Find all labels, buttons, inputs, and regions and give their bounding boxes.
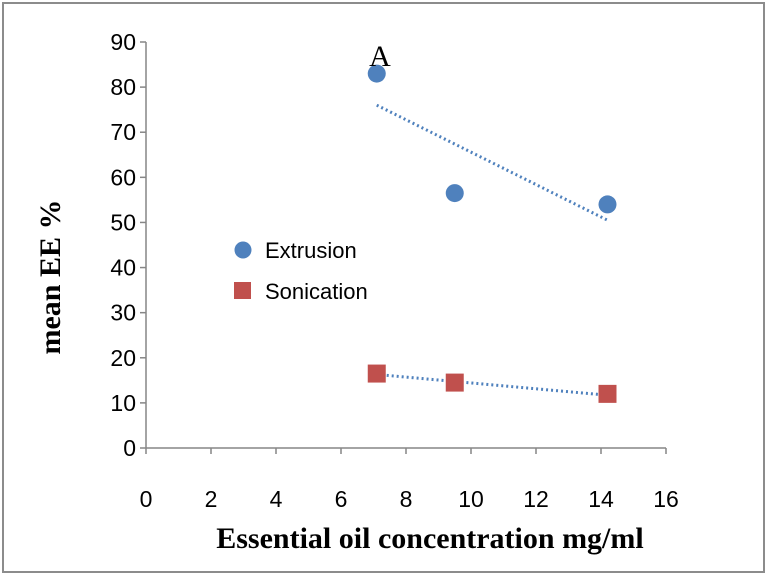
x-tick-label: 4 xyxy=(270,486,283,512)
y-axis-title: mean EE % xyxy=(34,199,67,354)
legend-marker-extrusion xyxy=(234,241,252,259)
y-tick-label: 0 xyxy=(123,435,136,461)
trendline-sonication xyxy=(376,372,608,397)
x-tick-label: 14 xyxy=(588,486,614,512)
data-point-sonication xyxy=(598,384,617,403)
panel-label: A xyxy=(369,40,391,73)
legend-label-extrusion: Extrusion xyxy=(265,238,357,263)
x-axis-title: Essential oil concentration mg/ml xyxy=(216,522,643,555)
x-tick-label: 2 xyxy=(205,486,218,512)
y-tick-label: 40 xyxy=(110,255,136,281)
data-points xyxy=(367,64,617,403)
x-tick-label: 0 xyxy=(140,486,153,512)
data-point-sonication xyxy=(445,373,464,392)
trendlines xyxy=(376,103,609,397)
y-tick-label: 10 xyxy=(110,390,136,416)
data-point-extrusion xyxy=(445,184,464,203)
y-tick-label: 20 xyxy=(110,345,136,371)
x-tick-label: 6 xyxy=(335,486,348,512)
y-tick-label: 80 xyxy=(110,74,136,100)
x-tick-label: 10 xyxy=(458,486,484,512)
x-tick-label: 16 xyxy=(653,486,679,512)
y-tick-label: 60 xyxy=(110,164,136,190)
x-axis: 0 2 4 6 8 10 12 14 16 xyxy=(140,447,679,512)
data-point-sonication xyxy=(367,364,386,383)
y-tick-label: 70 xyxy=(110,119,136,145)
data-point-extrusion xyxy=(367,64,386,83)
y-tick-label: 90 xyxy=(110,29,136,55)
y-axis: 0 10 20 30 40 50 60 70 80 90 xyxy=(110,29,147,461)
x-tick-label: 8 xyxy=(400,486,413,512)
x-tick-label: 12 xyxy=(523,486,549,512)
legend: Extrusion Sonication xyxy=(234,238,368,304)
data-point-extrusion xyxy=(598,195,617,214)
y-tick-label: 30 xyxy=(110,300,136,326)
legend-label-sonication: Sonication xyxy=(265,279,368,304)
legend-marker-sonication xyxy=(234,282,251,299)
y-tick-label: 50 xyxy=(110,209,136,235)
